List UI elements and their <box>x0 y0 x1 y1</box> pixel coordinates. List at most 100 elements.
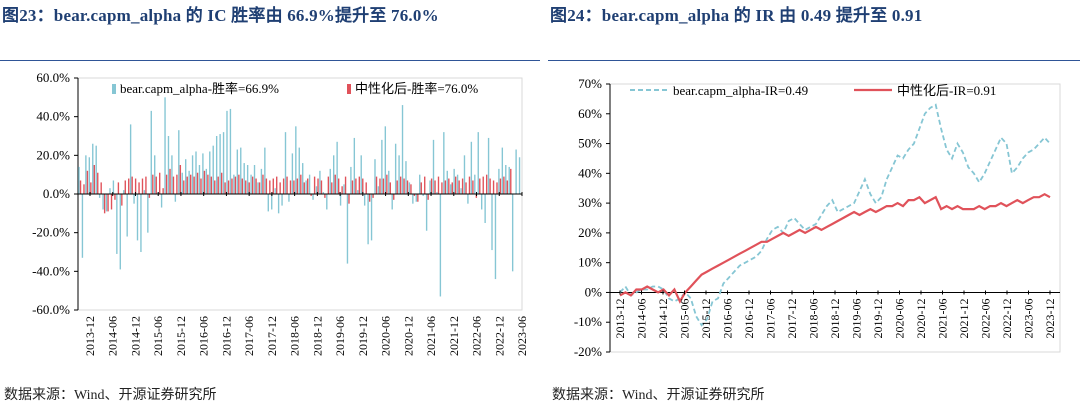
bar-neutralized <box>303 182 305 194</box>
y-tick-label: 40.0% <box>36 109 70 124</box>
bar-alpha <box>164 97 166 194</box>
bar-alpha <box>505 165 507 194</box>
bar-neutralized <box>482 176 484 194</box>
bar-neutralized <box>262 174 264 194</box>
bar-alpha <box>391 194 393 210</box>
bar-neutralized <box>485 174 488 194</box>
right-chart-panel: 图24：bear.capm_alpha 的 IR 由 0.49 提升至 0.91… <box>548 0 1080 410</box>
bar-alpha <box>277 194 280 214</box>
bar-alpha <box>370 194 373 241</box>
x-tick-label: 2022-12 <box>1000 298 1014 338</box>
bar-alpha <box>470 141 473 194</box>
bar-alpha <box>105 194 108 212</box>
bar-neutralized <box>355 178 357 194</box>
bar-neutralized <box>141 178 144 194</box>
x-tick-label: 2021-06 <box>424 316 438 356</box>
bar-alpha <box>363 194 366 206</box>
x-tick-label: 2017-06 <box>764 298 778 338</box>
bar-neutralized <box>117 182 120 194</box>
bar-neutralized <box>238 174 240 194</box>
bar-alpha <box>95 145 97 194</box>
bar-alpha <box>350 166 352 194</box>
x-tick-label: 2013-12 <box>83 316 97 356</box>
legend-swatch-neutralized <box>347 84 351 94</box>
bar-alpha <box>85 155 87 194</box>
bar-neutralized <box>451 182 453 194</box>
bar-neutralized <box>217 176 219 194</box>
x-tick-label: 2018-12 <box>310 316 324 356</box>
bar-alpha <box>415 194 417 202</box>
bar-neutralized <box>506 180 509 194</box>
bar-alpha <box>460 188 462 194</box>
bar-neutralized <box>300 174 302 194</box>
y-tick-label: 30% <box>578 195 602 210</box>
x-tick-label: 2014-12 <box>656 298 670 338</box>
bar-neutralized <box>93 165 95 194</box>
x-tick-label: 2017-06 <box>242 316 256 356</box>
y-tick-label: 20.0% <box>36 147 70 162</box>
line-neutralized-ir <box>619 192 1051 304</box>
bar-alpha <box>143 190 146 194</box>
bar-alpha <box>274 188 276 194</box>
x-tick-label: 2020-12 <box>401 316 415 356</box>
x-tick-label: 2014-12 <box>128 316 142 356</box>
bar-neutralized <box>148 194 151 198</box>
bar-neutralized <box>227 180 230 194</box>
bar-alpha <box>401 105 404 194</box>
bar-alpha <box>339 194 342 206</box>
bar-neutralized <box>358 176 361 194</box>
bar-alpha <box>481 194 483 210</box>
bar-neutralized <box>427 194 429 200</box>
bar-neutralized <box>100 182 102 194</box>
bar-neutralized <box>183 180 185 194</box>
bar-neutralized <box>179 165 182 194</box>
x-tick-label: 2015-06 <box>151 316 165 356</box>
bar-alpha <box>116 194 118 254</box>
bar-neutralized <box>258 182 261 194</box>
bar-neutralized <box>241 178 243 194</box>
source-note: 数据来源：Wind、开源证券研究所 <box>4 388 217 403</box>
bar-neutralized <box>97 172 99 194</box>
bar-alpha <box>326 194 328 210</box>
bar-neutralized <box>162 188 164 194</box>
bar-neutralized <box>189 174 192 194</box>
bar-neutralized <box>193 176 195 194</box>
y-tick-label: -20% <box>574 344 602 359</box>
bar-alpha <box>92 143 94 194</box>
x-tick-label: 2023-12 <box>1043 298 1057 338</box>
bar-alpha <box>88 157 91 194</box>
bar-neutralized <box>468 176 471 194</box>
y-tick-label: 70% <box>578 76 602 91</box>
bar-neutralized <box>379 178 381 194</box>
bar-alpha <box>291 153 294 194</box>
bar-alpha <box>236 149 239 194</box>
bar-neutralized <box>186 176 188 194</box>
bar-alpha <box>412 194 414 204</box>
bar-alpha <box>357 190 359 194</box>
bar-neutralized <box>344 176 347 194</box>
bar-neutralized <box>176 174 178 194</box>
bar-neutralized <box>413 194 416 196</box>
bar-neutralized <box>169 168 171 194</box>
bar-neutralized <box>389 182 391 194</box>
x-tick-label: 2019-06 <box>333 316 347 356</box>
y-tick-label: 10% <box>578 255 602 270</box>
bar-alpha <box>439 194 442 297</box>
bar-alpha <box>374 159 376 194</box>
y-tick-label: 50% <box>578 136 602 151</box>
x-tick-label: 2015-12 <box>174 316 188 356</box>
x-tick-label: 2019-12 <box>871 298 885 338</box>
bar-neutralized <box>159 172 161 194</box>
y-tick-label: 60.0% <box>36 70 70 85</box>
bar-neutralized <box>138 182 140 194</box>
bar-alpha <box>343 184 345 194</box>
bar-neutralized <box>269 180 271 194</box>
bar-neutralized <box>207 174 209 194</box>
y-tick-label: 40% <box>578 165 602 180</box>
bar-alpha <box>119 194 121 270</box>
bar-neutralized <box>465 182 467 194</box>
bar-alpha <box>429 180 431 194</box>
bar-neutralized <box>203 170 206 194</box>
bar-alpha <box>202 153 204 194</box>
bar-neutralized <box>114 194 116 200</box>
